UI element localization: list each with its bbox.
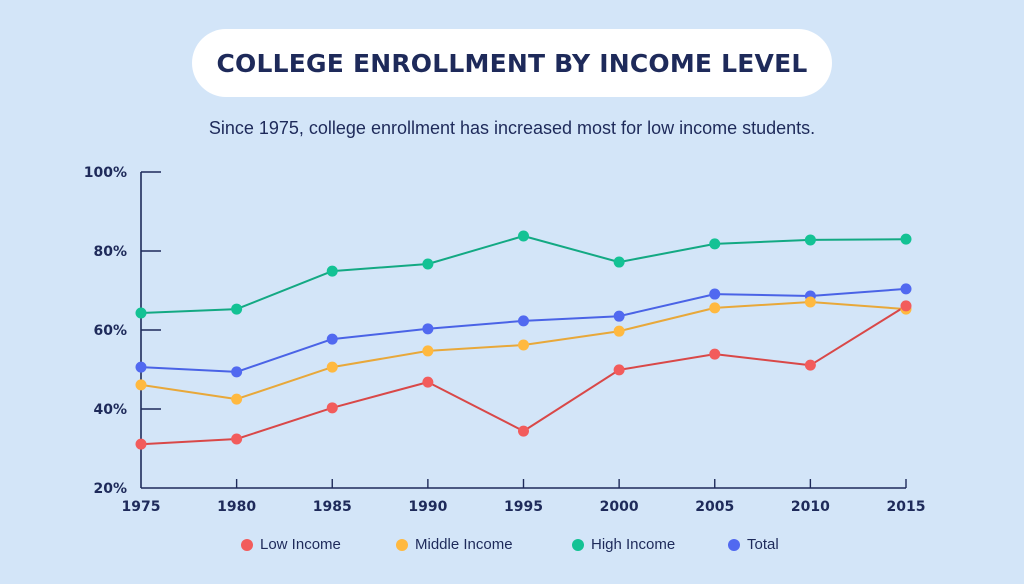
data-point-high-income-2015 bbox=[900, 233, 912, 245]
title-pill: COLLEGE ENROLLMENT BY INCOME LEVEL bbox=[192, 29, 832, 97]
legend-dot-icon bbox=[572, 538, 584, 551]
data-point-high-income-1980 bbox=[231, 303, 243, 315]
y-tick-label: 100% bbox=[84, 165, 127, 181]
legend: Low Income Middle Income High Income Tot… bbox=[0, 536, 1024, 558]
legend-label: High Income bbox=[591, 536, 676, 553]
data-point-middle-income-1985 bbox=[326, 361, 338, 373]
data-point-total-1975 bbox=[135, 361, 147, 373]
y-tick-label: 80% bbox=[93, 244, 127, 260]
data-point-total-1985 bbox=[326, 333, 338, 345]
data-point-high-income-1975 bbox=[135, 307, 147, 319]
data-point-middle-income-2010 bbox=[804, 296, 816, 308]
chart-title: COLLEGE ENROLLMENT BY INCOME LEVEL bbox=[216, 48, 808, 78]
data-point-total-1980 bbox=[231, 366, 243, 378]
legend-item-total: Total bbox=[728, 536, 779, 553]
data-point-low-income-2015 bbox=[900, 300, 912, 312]
legend-item-middle-income: Middle Income bbox=[396, 536, 513, 553]
data-point-total-1995 bbox=[518, 315, 529, 327]
x-tick-label: 2015 bbox=[887, 499, 926, 515]
data-point-low-income-1975 bbox=[135, 438, 147, 450]
data-point-low-income-1995 bbox=[518, 425, 529, 437]
legend-dot-icon bbox=[241, 538, 253, 551]
legend-label: Middle Income bbox=[415, 536, 513, 553]
axes: 20% 40% 60% 80% 100% 1975 1980 1985 1990 1995 2000… bbox=[84, 165, 926, 515]
data-point-high-income-2010 bbox=[804, 234, 816, 246]
series-line-high-income bbox=[140, 235, 907, 314]
x-tick-label: 1990 bbox=[408, 499, 447, 515]
y-tick-label: 20% bbox=[93, 481, 127, 497]
data-point-high-income-1985 bbox=[326, 265, 338, 277]
legend-label: Low Income bbox=[260, 536, 341, 553]
data-point-high-income-2005 bbox=[709, 238, 721, 250]
data-point-total-2015 bbox=[900, 283, 912, 295]
series-points bbox=[135, 230, 912, 450]
series-line-low-income bbox=[140, 305, 907, 446]
data-point-middle-income-2005 bbox=[709, 302, 721, 314]
data-point-middle-income-1990 bbox=[422, 345, 434, 357]
legend-item-high-income: High Income bbox=[572, 536, 675, 553]
legend-dot-icon bbox=[396, 538, 408, 551]
data-point-middle-income-1995 bbox=[518, 339, 529, 351]
data-point-low-income-2000 bbox=[613, 364, 625, 376]
data-point-low-income-1980 bbox=[231, 433, 243, 445]
x-tick-label: 1980 bbox=[217, 499, 256, 515]
x-tick-label: 2000 bbox=[600, 499, 639, 515]
data-point-middle-income-2000 bbox=[613, 325, 625, 337]
x-tick-label: 2010 bbox=[791, 499, 830, 515]
data-point-total-1990 bbox=[422, 323, 434, 335]
x-tick-label: 1995 bbox=[504, 499, 543, 515]
data-point-total-2005 bbox=[709, 288, 721, 300]
x-tick-label: 2005 bbox=[695, 499, 734, 515]
data-point-low-income-2010 bbox=[804, 359, 816, 371]
legend-item-low-income: Low Income bbox=[241, 536, 341, 553]
x-tick-label: 1975 bbox=[122, 499, 161, 515]
legend-dot-icon bbox=[728, 538, 740, 551]
data-point-low-income-2005 bbox=[709, 348, 721, 360]
x-tick-label: 1985 bbox=[313, 499, 352, 515]
y-tick-label: 40% bbox=[93, 402, 127, 418]
y-tick-label: 60% bbox=[93, 323, 127, 339]
data-point-total-2000 bbox=[613, 310, 625, 322]
data-point-middle-income-1975 bbox=[135, 379, 147, 391]
legend-label: Total bbox=[747, 536, 779, 553]
data-point-middle-income-1980 bbox=[231, 393, 243, 405]
data-point-high-income-1995 bbox=[518, 230, 529, 242]
chart-subtitle: Since 1975, college enrollment has incre… bbox=[208, 118, 816, 138]
data-point-high-income-2000 bbox=[613, 256, 625, 268]
data-point-high-income-1990 bbox=[422, 258, 434, 270]
data-point-low-income-1985 bbox=[326, 402, 338, 414]
data-point-low-income-1990 bbox=[422, 376, 434, 388]
